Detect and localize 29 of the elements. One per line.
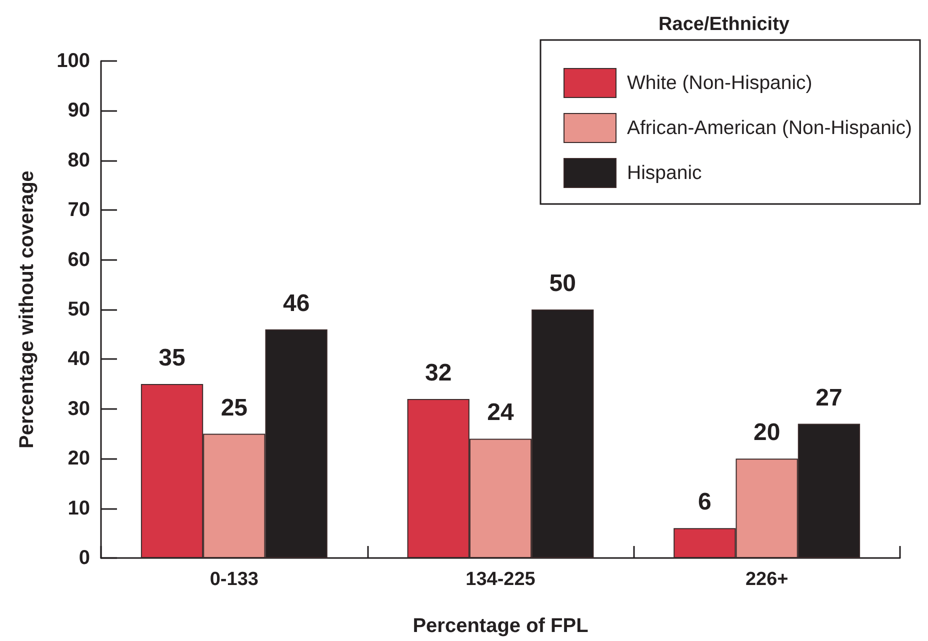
x-tick-label: 134-225 [466, 569, 536, 590]
y-tick-label: 40 [68, 348, 90, 370]
data-label: 24 [487, 399, 514, 426]
data-label: 20 [753, 419, 780, 446]
data-label: 25 [220, 394, 248, 422]
legend-label: Hispanic [627, 162, 702, 184]
y-tick-label: 0 [78, 547, 90, 569]
x-axis-title: Percentage of FPL [412, 615, 588, 637]
data-label: 35 [158, 344, 186, 372]
x-tick-label: 0-133 [210, 569, 258, 590]
y-tick-label: 80 [68, 149, 90, 172]
y-tick-label: 30 [68, 398, 90, 420]
data-label: 32 [425, 359, 452, 386]
y-tick-label: 100 [56, 50, 90, 72]
legend-title: Race/Ethnicity [658, 14, 790, 35]
legend-label: White (Non-Hispanic) [627, 72, 812, 94]
data-label: 6 [698, 488, 712, 516]
y-tick-label: 20 [68, 448, 90, 470]
x-tick-label: 226+ [745, 569, 788, 590]
legend-label: African-American (Non-Hispanic) [627, 117, 912, 139]
y-tick-label: 90 [68, 100, 90, 122]
y-tick-label: 70 [68, 199, 90, 222]
y-tick-label: 10 [68, 497, 90, 520]
y-tick-label: 50 [68, 298, 90, 320]
data-label: 50 [549, 270, 576, 297]
y-axis-title: Percentage without coverage [16, 170, 38, 448]
data-label: 27 [816, 384, 842, 412]
y-tick-label: 60 [68, 248, 90, 271]
data-label: 46 [282, 290, 310, 317]
